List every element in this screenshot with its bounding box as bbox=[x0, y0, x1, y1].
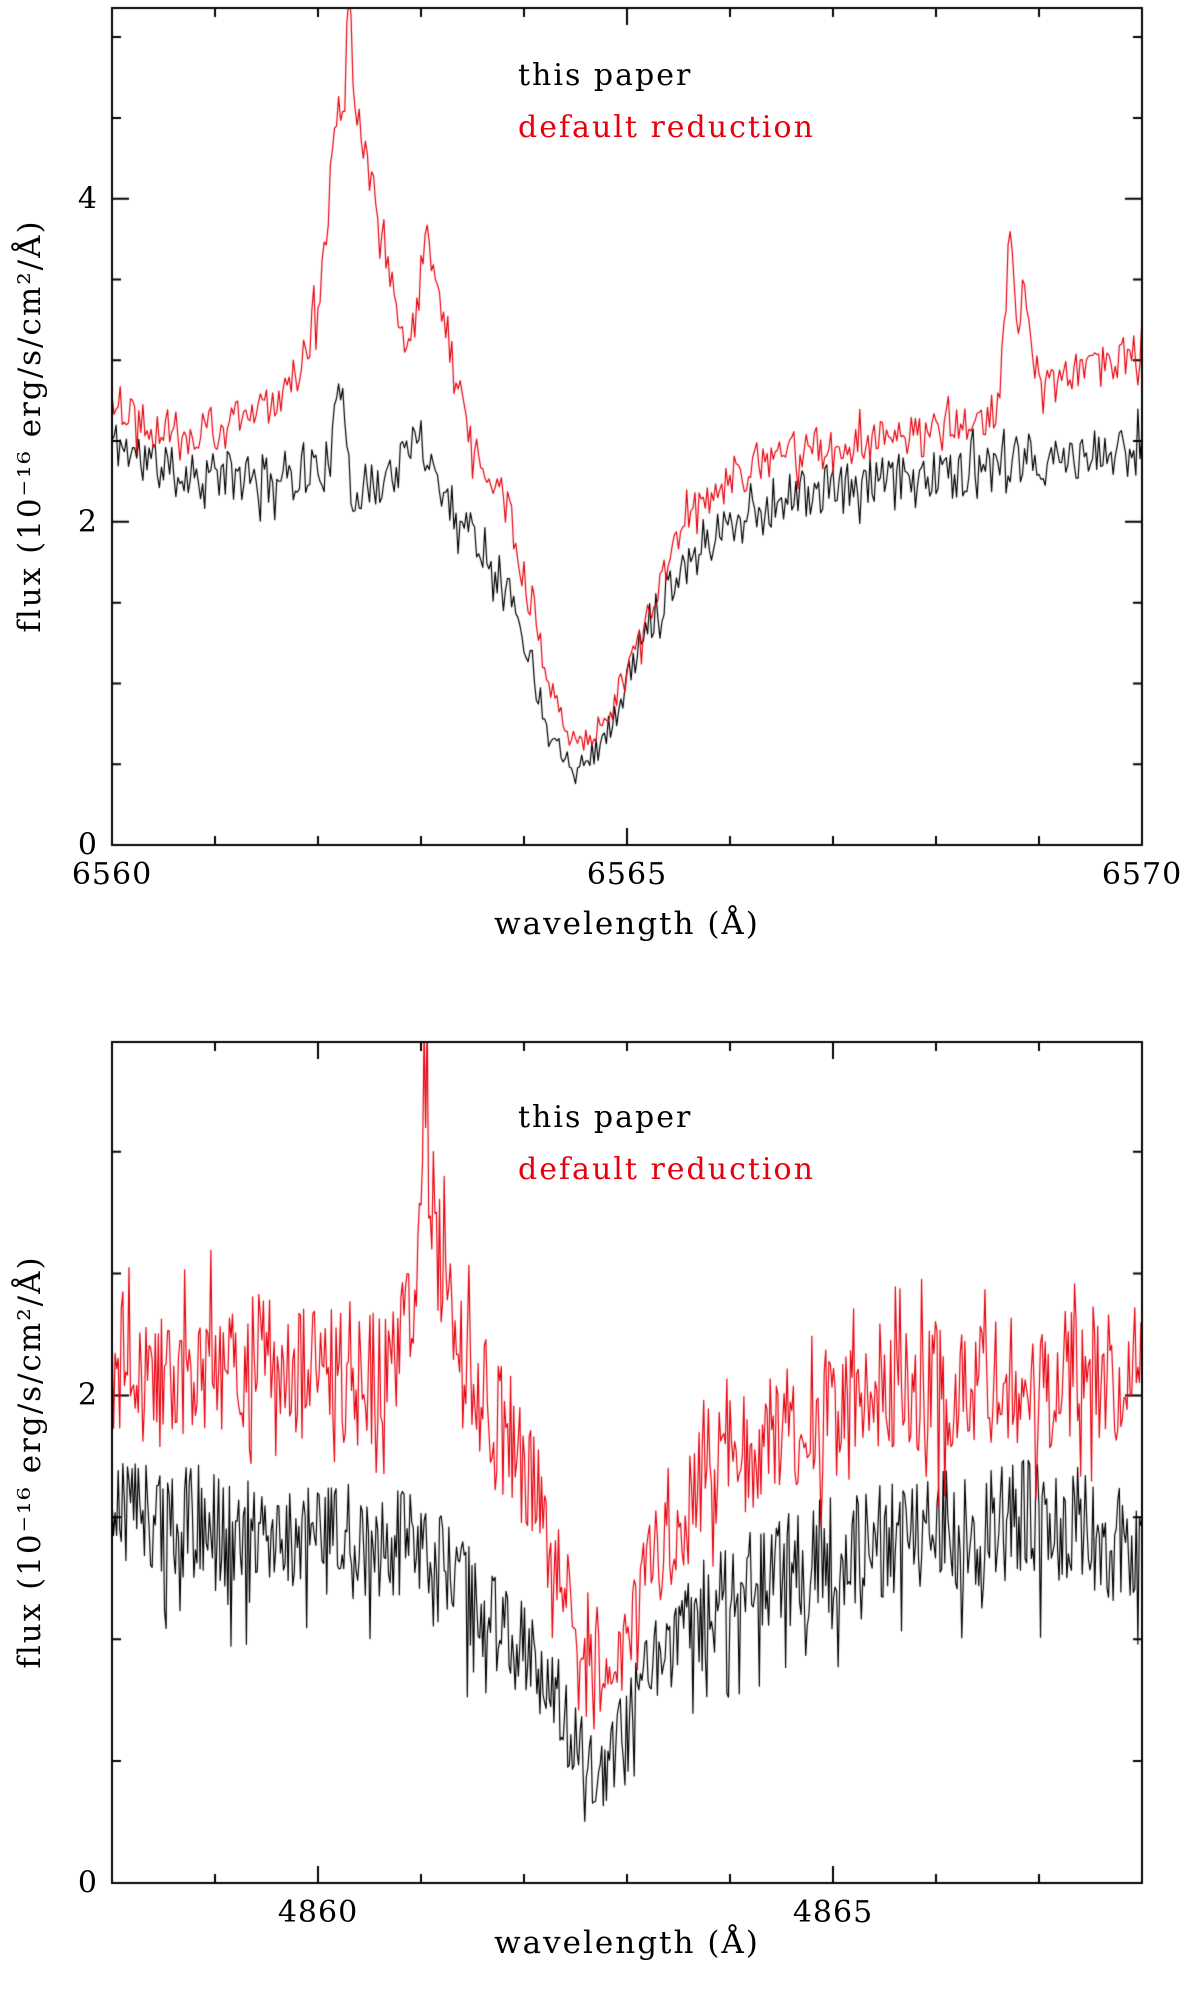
y-axis-label-bottom: flux (10⁻¹⁶ erg/s/cm²/Å) bbox=[12, 1255, 48, 1669]
y-tick-label: 2 bbox=[77, 504, 98, 540]
y-axis-label-top: flux (10⁻¹⁶ erg/s/cm²/Å) bbox=[12, 219, 48, 633]
x-tick-label: 6560 bbox=[71, 857, 153, 892]
y-tick-label: 0 bbox=[77, 1865, 98, 1901]
legend-default-reduction-top: default reduction bbox=[518, 110, 815, 145]
x-tick-label: 6570 bbox=[1101, 857, 1183, 892]
x-axis-label-top: wavelength (Å) bbox=[494, 906, 760, 942]
x-tick-label: 4865 bbox=[792, 1895, 874, 1930]
legend-this-paper-top: this paper bbox=[518, 58, 693, 93]
x-axis-label-bottom: wavelength (Å) bbox=[494, 1925, 760, 1961]
x-tick-label: 4860 bbox=[277, 1895, 359, 1930]
legend-this-paper-bottom: this paper bbox=[518, 1100, 693, 1135]
legend-default-reduction-bottom: default reduction bbox=[518, 1152, 815, 1187]
y-tick-label: 4 bbox=[77, 181, 98, 217]
y-tick-label: 0 bbox=[77, 827, 98, 863]
y-tick-label: 2 bbox=[77, 1377, 98, 1413]
x-tick-label: 6565 bbox=[586, 857, 668, 892]
